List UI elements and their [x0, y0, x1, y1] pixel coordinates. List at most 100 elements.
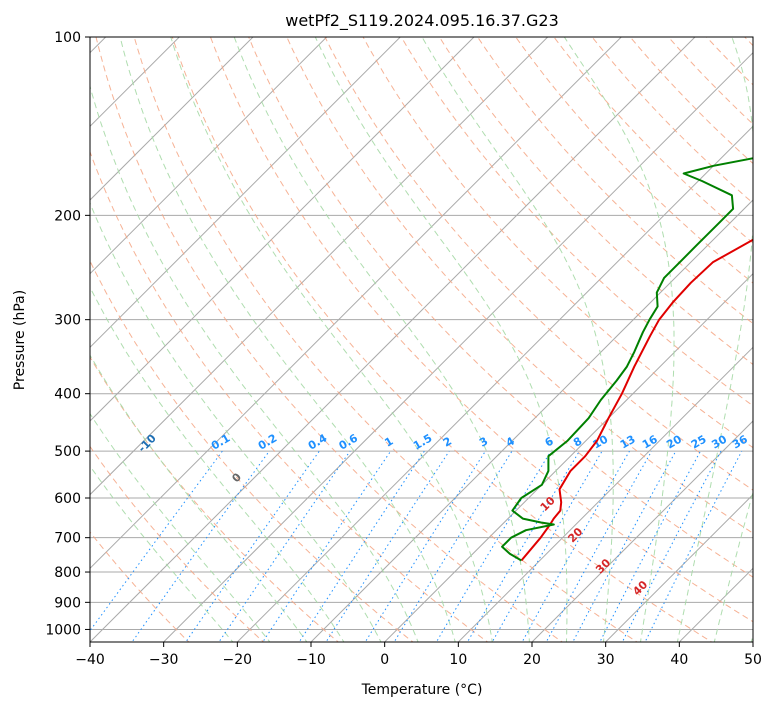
- mixing-ratio-label: 1.5: [411, 432, 434, 453]
- dry-adiabat-line: [133, 37, 638, 642]
- isotherm-line: [162, 51, 753, 642]
- y-tick-label: 300: [54, 313, 81, 329]
- mixing-ratio-line: [90, 450, 223, 632]
- x-axis-ticks: −40 −30 −20 −10 0 10 20 30 40 50: [75, 642, 762, 668]
- dry-adiabat-line: [90, 531, 190, 642]
- moist-adiabat-line: [713, 490, 753, 642]
- mixing-ratio-line: [131, 450, 270, 642]
- mixing-ratio-line: [298, 450, 425, 642]
- isotherm-line: [90, 37, 328, 275]
- isotherm-line: [90, 37, 549, 496]
- x-tick-label: 30: [597, 652, 615, 668]
- mixing-ratio-label: 0.2: [256, 432, 279, 453]
- dry-adiabat-line: [90, 150, 489, 642]
- mixing-ratio-label: 30: [709, 432, 729, 451]
- mixing-ratio-line: [393, 450, 513, 642]
- moist-adiabat-line: [676, 37, 753, 642]
- mixing-ratio-line: [325, 450, 450, 642]
- dry-adiabat-line: [705, 37, 753, 86]
- mixing-ratio-label: 36: [730, 432, 750, 451]
- mixing-ratio-line: [621, 450, 722, 642]
- chart-title: wetPf2_S119.2024.095.16.37.G23: [285, 11, 559, 31]
- mixing-ratio-label: 3: [477, 435, 490, 450]
- profile-line-0: [520, 238, 753, 562]
- isotherm-line: [310, 199, 753, 642]
- isotherm-line: [90, 37, 254, 201]
- dry-adiabat-label: 0: [229, 470, 244, 485]
- y-tick-label: 100: [54, 30, 81, 46]
- moist-adiabat-line: [421, 37, 614, 642]
- dry-adiabat-line: [209, 37, 753, 623]
- y-tick-label: 600: [54, 491, 81, 507]
- dry-adiabat-line: [667, 37, 753, 125]
- isoline-labels: 0.10.20.40.611.52346810131620253036-100-…: [136, 431, 751, 598]
- x-tick-label: −10: [296, 652, 326, 668]
- mixing-ratio-label: 6: [543, 434, 556, 449]
- isotherm-line: [531, 420, 753, 642]
- mixing-ratio-label: 25: [689, 433, 709, 452]
- isotherm-line: [752, 641, 753, 642]
- y-axis-ticks: 1000 900 800 700 600 500 400 300 200 100: [45, 30, 90, 638]
- mixing-ratio-line: [218, 450, 351, 642]
- moist-adiabat-line: [563, 37, 675, 642]
- moist-adiabat-line: [90, 465, 234, 642]
- dry-adiabat-line: [95, 37, 564, 642]
- dry-adiabat-line: [438, 37, 753, 366]
- y-tick-label: 1000: [45, 622, 81, 638]
- isotherm-line: [90, 37, 402, 349]
- background-lines: [90, 24, 775, 645]
- mixing-ratio-line: [491, 450, 603, 642]
- dry-adiabat-line: [324, 37, 753, 491]
- mixing-ratio-label: 2: [441, 435, 454, 450]
- x-axis-label: Temperature (°C): [361, 682, 483, 698]
- isotherm-line: [604, 493, 753, 642]
- isotherm-line: [90, 37, 181, 128]
- plot-frame: [89, 36, 754, 643]
- isotherm-line: [383, 272, 753, 642]
- mixing-ratio-line: [364, 450, 486, 642]
- profile-line-1: [501, 157, 753, 562]
- moist-adiabat-label: 40: [630, 578, 650, 598]
- mixing-ratio-line: [466, 450, 580, 642]
- x-tick-label: 20: [523, 652, 541, 668]
- moist-adiabat-line: [90, 201, 382, 642]
- mixing-ratio-label: 8: [571, 435, 584, 450]
- y-tick-label: 400: [54, 387, 81, 403]
- isotherm-line: [90, 37, 623, 570]
- dry-adiabat-line: [90, 259, 414, 642]
- mixing-ratio-line: [262, 450, 392, 642]
- isotherm-line: [90, 37, 696, 642]
- mixing-ratio-line: [435, 450, 552, 642]
- mixing-ratio-line: [521, 450, 630, 642]
- x-tick-label: −30: [149, 652, 179, 668]
- moist-adiabat-line: [170, 37, 493, 642]
- dry-adiabat-line: [400, 37, 753, 407]
- x-tick-label: 10: [449, 652, 467, 668]
- x-tick-label: 50: [744, 652, 762, 668]
- mixing-ratio-label: 20: [664, 432, 684, 451]
- isotherm-line: [678, 567, 753, 642]
- y-axis-label: Pressure (hPa): [12, 290, 28, 390]
- dry-adiabat-line: [770, 24, 775, 645]
- moist-adiabat-line: [233, 37, 530, 642]
- dry-adiabat-line: [90, 356, 340, 642]
- mixing-ratio-label: 0.4: [306, 431, 330, 452]
- dry-adiabat-line: [515, 37, 753, 284]
- mixing-ratio-line: [572, 450, 677, 642]
- moist-adiabat-line: [90, 286, 345, 642]
- x-tick-label: 40: [670, 652, 688, 668]
- x-tick-label: −40: [75, 652, 105, 668]
- y-tick-label: 800: [54, 565, 81, 581]
- moist-adiabat-line: [750, 633, 753, 642]
- isotherm-line: [457, 346, 753, 642]
- mixing-ratio-label: 1: [382, 435, 395, 450]
- x-tick-label: −20: [223, 652, 253, 668]
- isotherm-line: [90, 37, 475, 422]
- y-tick-label: 900: [54, 595, 81, 611]
- mixing-ratio-line: [644, 450, 743, 642]
- moist-adiabat-label: 20: [565, 525, 585, 545]
- moist-adiabat-label: 10: [538, 494, 558, 514]
- dry-adiabat-line: [744, 37, 753, 47]
- mixing-ratio-label: 16: [640, 432, 660, 451]
